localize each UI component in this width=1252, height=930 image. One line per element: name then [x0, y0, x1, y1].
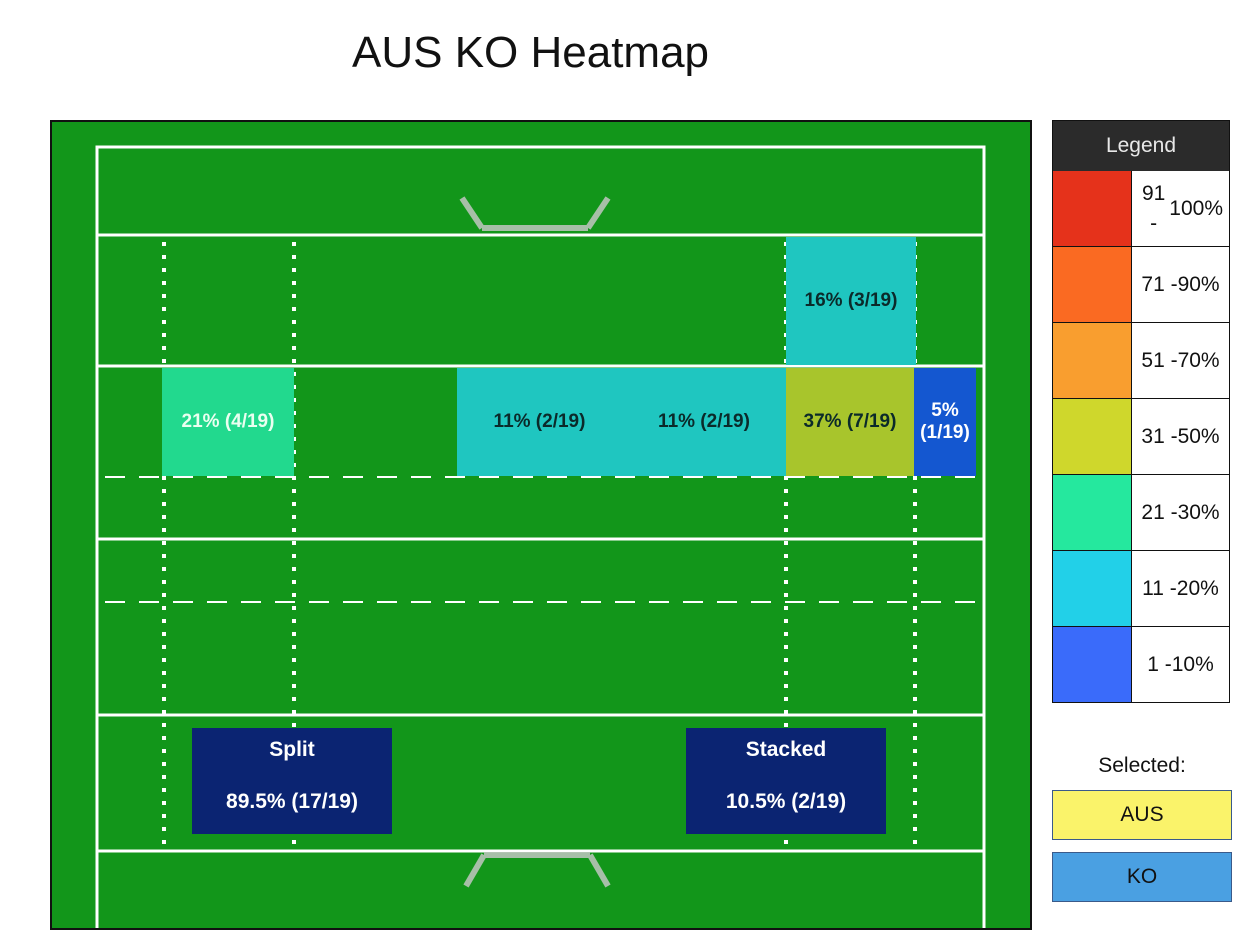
legend-label: 21 -30% [1132, 475, 1229, 550]
legend-row: 91 -100% [1053, 171, 1229, 246]
field-markings [95, 145, 986, 928]
zone-16pct-label: 16% (3/19) [804, 290, 898, 311]
dotted-lines [162, 242, 917, 847]
selected-team-aus-label: AUS [1120, 803, 1164, 826]
legend-label-line1: 11 - [1142, 576, 1177, 600]
legend-label-line1: 31 - [1141, 424, 1178, 448]
legend-swatch [1053, 627, 1132, 702]
top-goal-posts [459, 196, 611, 231]
zone-37pct[interactable]: 37% (7/19) [786, 368, 914, 476]
formation-split-value: 89.5% (17/19) [226, 790, 358, 813]
zone-16pct[interactable]: 16% (3/19) [786, 237, 916, 365]
selected-label: Selected: [1098, 754, 1186, 777]
zone-5pct-label-2: (1/19) [920, 422, 970, 443]
horizontal-lines [97, 233, 984, 853]
legend-label-line1: 71 - [1141, 272, 1178, 296]
zone-21pct-label: 21% (4/19) [181, 411, 275, 432]
legend-label-line2: 100% [1169, 196, 1223, 220]
legend-swatch [1053, 171, 1132, 246]
legend-row: 11 -20% [1053, 550, 1229, 626]
zone-5pct-label-1: 5% [931, 400, 959, 421]
field-boundary [95, 145, 986, 928]
zone-37pct-label: 37% (7/19) [803, 411, 897, 432]
legend-label: 1 -10% [1132, 627, 1229, 702]
legend-label: 71 -90% [1132, 247, 1229, 322]
legend-label-line1: 91 - [1141, 181, 1166, 235]
rugby-field: 16% (3/19) 21% (4/19) 11% (2/19) 11% (2/… [50, 120, 1032, 930]
bottom-goal-posts [463, 852, 611, 888]
zone-21pct[interactable]: 21% (4/19) [162, 368, 294, 476]
selected-team-ko-label: KO [1126, 865, 1158, 888]
zone-11pct-b-label: 11% (2/19) [658, 411, 750, 432]
legend-header: Legend [1053, 121, 1229, 171]
legend-label-line2: 20% [1176, 576, 1219, 600]
formation-split[interactable]: Split 89.5% (17/19) [192, 728, 392, 834]
legend-swatch [1053, 399, 1132, 474]
legend-row: 51 -70% [1053, 322, 1229, 398]
formation-stacked-name: Stacked [745, 738, 827, 761]
legend-label: 91 -100% [1132, 171, 1229, 246]
legend-swatch [1053, 323, 1132, 398]
chart-title: AUS KO Heatmap [352, 28, 710, 77]
legend-label-line2: 30% [1177, 500, 1220, 524]
legend-label-line2: 70% [1177, 348, 1220, 372]
legend-label-line2: 90% [1177, 272, 1220, 296]
legend-row: 1 -10% [1053, 626, 1229, 702]
legend-label: 51 -70% [1132, 323, 1229, 398]
formation-stacked-value: 10.5% (2/19) [725, 790, 847, 813]
zone-5pct[interactable]: 5% (1/19) [914, 368, 976, 476]
legend-swatch [1053, 475, 1132, 550]
legend-row: 71 -90% [1053, 246, 1229, 322]
legend-label-line1: 1 - [1147, 652, 1172, 676]
legend-row: 31 -50% [1053, 398, 1229, 474]
formation-stacked[interactable]: Stacked 10.5% (2/19) [686, 728, 886, 834]
zone-11pct-a[interactable]: 11% (2/19) [457, 368, 622, 476]
zone-11pct-a-label: 11% (2/19) [493, 411, 586, 432]
legend-swatch [1053, 247, 1132, 322]
dashed-lines [105, 476, 984, 603]
legend: Legend 91 -100% 71 -90% 51 -70% 31 -50% 21 -… [1052, 120, 1230, 703]
zone-11pct-b[interactable]: 11% (2/19) [622, 368, 786, 476]
legend-label-line1: 51 - [1141, 348, 1178, 372]
legend-label: 11 -20% [1132, 551, 1229, 626]
selected-team-aus[interactable]: AUS [1052, 790, 1232, 840]
legend-label-line1: 21 - [1141, 500, 1178, 524]
legend-swatch [1053, 551, 1132, 626]
legend-label-line2: 50% [1177, 424, 1220, 448]
formation-split-name: Split [269, 738, 315, 761]
legend-row: 21 -30% [1053, 474, 1229, 550]
selected-team-ko[interactable]: KO [1052, 852, 1232, 902]
legend-label: 31 -50% [1132, 399, 1229, 474]
legend-label-line2: 10% [1171, 652, 1214, 676]
